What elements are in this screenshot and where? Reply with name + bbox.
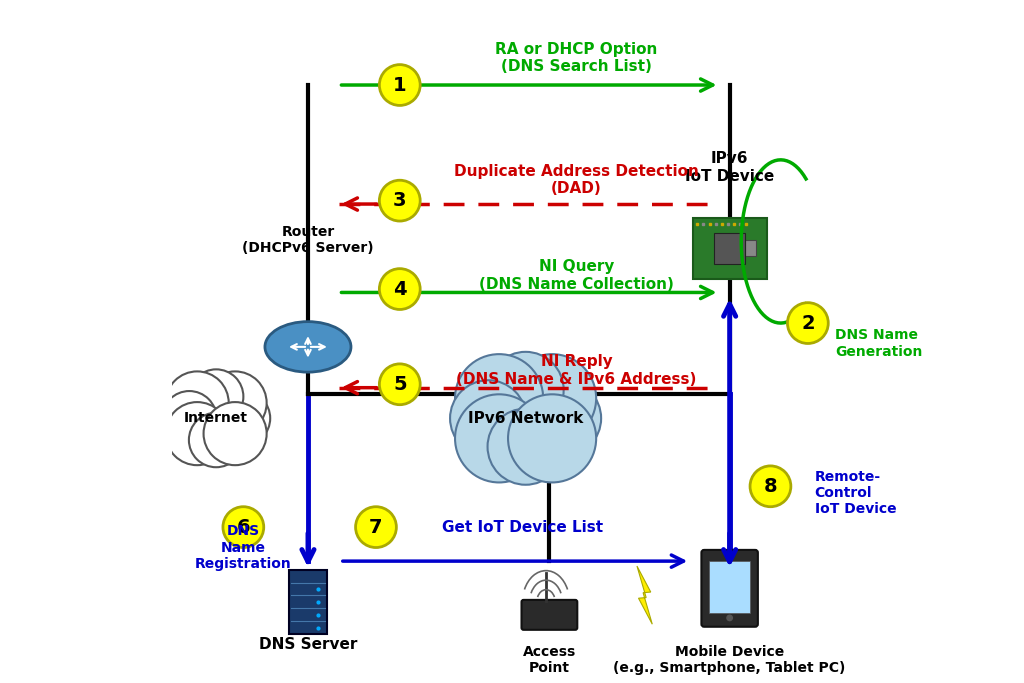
Circle shape (204, 372, 266, 434)
Circle shape (204, 402, 266, 465)
Circle shape (487, 352, 563, 428)
Circle shape (455, 354, 543, 443)
Text: DNS Server: DNS Server (259, 637, 357, 652)
Text: NI Reply
(DNS Name & IPv6 Address): NI Reply (DNS Name & IPv6 Address) (457, 354, 696, 387)
Circle shape (379, 268, 420, 309)
Text: 3: 3 (393, 191, 407, 210)
Circle shape (355, 507, 396, 548)
Circle shape (451, 380, 526, 456)
Text: 5: 5 (393, 375, 407, 394)
FancyBboxPatch shape (521, 600, 578, 630)
FancyBboxPatch shape (289, 570, 327, 635)
Circle shape (525, 380, 601, 456)
Text: Get IoT Device List: Get IoT Device List (441, 520, 603, 535)
Circle shape (379, 364, 420, 405)
Circle shape (379, 65, 420, 105)
FancyBboxPatch shape (745, 240, 756, 256)
Circle shape (508, 354, 596, 443)
Text: Router
(DHCPv6 Server): Router (DHCPv6 Server) (242, 225, 374, 255)
Polygon shape (637, 566, 652, 624)
Text: RA or DHCP Option
(DNS Search List): RA or DHCP Option (DNS Search List) (496, 42, 657, 74)
Text: 6: 6 (237, 518, 250, 537)
Text: 7: 7 (370, 518, 383, 537)
Text: 4: 4 (393, 279, 407, 298)
Text: 8: 8 (764, 477, 777, 496)
Text: IPv6 Network: IPv6 Network (468, 410, 584, 426)
Circle shape (379, 180, 420, 221)
Text: 2: 2 (801, 313, 815, 333)
Circle shape (750, 466, 791, 507)
Circle shape (727, 615, 732, 621)
Text: 1: 1 (393, 76, 407, 94)
FancyBboxPatch shape (692, 218, 767, 279)
Circle shape (487, 408, 563, 485)
FancyBboxPatch shape (714, 233, 745, 264)
Ellipse shape (191, 400, 241, 436)
Text: Duplicate Address Detection
(DAD): Duplicate Address Detection (DAD) (455, 164, 699, 197)
Circle shape (787, 303, 828, 344)
Text: Internet: Internet (184, 411, 248, 426)
Circle shape (162, 391, 216, 445)
Ellipse shape (265, 322, 351, 372)
Circle shape (188, 370, 244, 424)
Circle shape (188, 413, 244, 467)
Text: Mobile Device
(e.g., Smartphone, Tablet PC): Mobile Device (e.g., Smartphone, Tablet … (613, 645, 846, 675)
Ellipse shape (492, 395, 559, 441)
Circle shape (455, 394, 543, 482)
Text: DNS
Name
Registration: DNS Name Registration (195, 525, 292, 571)
Text: Access
Point: Access Point (523, 645, 577, 675)
FancyBboxPatch shape (734, 240, 744, 256)
FancyBboxPatch shape (709, 561, 751, 613)
Circle shape (216, 391, 270, 445)
Text: Remote-
Control
IoT Device: Remote- Control IoT Device (815, 470, 896, 516)
Circle shape (166, 402, 228, 465)
Circle shape (166, 372, 228, 434)
Circle shape (508, 394, 596, 482)
Text: NI Query
(DNS Name Collection): NI Query (DNS Name Collection) (479, 260, 674, 292)
Circle shape (223, 507, 264, 548)
Text: IPv6
IoT Device: IPv6 IoT Device (685, 151, 774, 184)
FancyBboxPatch shape (701, 550, 758, 627)
Text: DNS Name
Generation: DNS Name Generation (835, 329, 923, 359)
